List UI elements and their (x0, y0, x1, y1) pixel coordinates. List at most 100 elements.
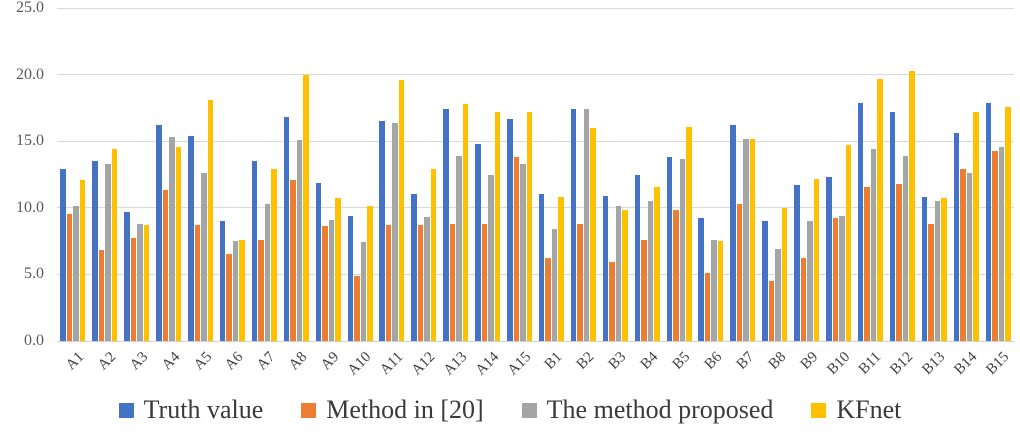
gridline-y-15.0 (57, 140, 1014, 142)
bar-group-B12 (886, 8, 918, 341)
bar-the-method-proposed-b7 (743, 138, 749, 341)
bar-group-B2 (567, 8, 599, 341)
bar-group-B15 (982, 8, 1014, 341)
bar-the-method-proposed-b9 (807, 221, 813, 341)
bar-the-method-proposed-a5 (201, 173, 207, 341)
bar-the-method-proposed-a3 (137, 223, 143, 341)
bar-truth-value-a6 (219, 221, 226, 341)
bar-the-method-proposed-a10 (360, 242, 367, 341)
bar-truth-value-b3 (602, 195, 609, 341)
bar-method-in-20--b5 (673, 210, 679, 341)
bar-method-in-20--b3 (609, 262, 615, 341)
bar-kfnet-b12 (909, 70, 915, 341)
bar-the-method-proposed-b3 (615, 206, 622, 341)
legend-item-the-method-proposed: The method proposed (521, 395, 773, 425)
bar-group-B9 (791, 8, 823, 341)
bar-kfnet-b11 (877, 78, 883, 341)
gridline-y-10.0 (57, 207, 1014, 209)
bar-the-method-proposed-b12 (902, 155, 909, 341)
bar-method-in-20--b10 (832, 218, 839, 341)
bar-group-A14 (472, 8, 504, 341)
bar-the-method-proposed-a14 (488, 174, 494, 341)
bar-the-method-proposed-b8 (775, 249, 781, 341)
bar-group-B6 (695, 8, 727, 341)
bar-the-method-proposed-b6 (711, 239, 717, 341)
bar-the-method-proposed-b2 (583, 109, 590, 341)
plot-area (57, 7, 1014, 342)
bar-truth-value-b1 (538, 194, 545, 341)
bar-the-method-proposed-a6 (232, 241, 239, 341)
bar-group-A9 (312, 8, 344, 341)
bar-truth-value-a5 (188, 135, 194, 341)
bar-kfnet-a10 (367, 206, 373, 341)
bar-kfnet-a1 (79, 179, 86, 341)
bar-kfnet-a9 (335, 198, 341, 341)
bar-kfnet-b10 (845, 145, 852, 341)
legend-swatch-icon (118, 402, 134, 418)
bar-truth-value-a8 (283, 117, 290, 341)
bar-method-in-20--b4 (641, 239, 647, 341)
bar-kfnet-a15 (526, 111, 533, 341)
gridline-y-25.0 (57, 7, 1014, 9)
y-tick-label: 20.0 (16, 65, 44, 83)
bar-method-in-20--a3 (130, 238, 137, 341)
bar-kfnet-a12 (430, 169, 437, 341)
bar-truth-value-a9 (315, 182, 322, 341)
bar-truth-value-b7 (730, 125, 736, 341)
bar-truth-value-b4 (634, 174, 641, 341)
bar-kfnet-b3 (622, 210, 628, 341)
bar-the-method-proposed-b4 (647, 201, 654, 341)
bar-method-in-20--a12 (417, 225, 424, 341)
bar-method-in-20--a5 (194, 225, 201, 341)
bar-method-in-20--b11 (864, 186, 870, 341)
bar-method-in-20--a1 (66, 214, 73, 341)
bar-method-in-20--a8 (290, 179, 296, 341)
bar-method-in-20--b15 (992, 150, 998, 341)
bar-the-method-proposed-a2 (105, 163, 111, 341)
bar-group-A15 (504, 8, 536, 341)
bar-the-method-proposed-a15 (520, 163, 526, 341)
bar-kfnet-b15 (1005, 106, 1011, 341)
bar-group-A12 (408, 8, 440, 341)
bar-the-method-proposed-a13 (456, 155, 462, 341)
bar-group-A11 (376, 8, 408, 341)
bar-kfnet-a14 (494, 111, 501, 341)
bar-truth-value-b2 (570, 109, 577, 341)
bar-truth-value-b10 (826, 177, 832, 341)
bar-method-in-20--b6 (704, 273, 711, 341)
y-tick-label: 25.0 (16, 0, 44, 16)
bar-group-B1 (536, 8, 568, 341)
bar-method-in-20--b8 (768, 281, 775, 341)
bar-truth-value-a3 (124, 211, 130, 341)
bar-group-B8 (759, 8, 791, 341)
bar-the-method-proposed-b13 (934, 201, 941, 341)
bar-method-in-20--b7 (736, 203, 743, 341)
gridline-y-0.0 (57, 340, 1014, 342)
bar-the-method-proposed-b10 (839, 215, 845, 341)
bar-truth-value-b13 (921, 197, 928, 341)
bar-group-B11 (855, 8, 887, 341)
bar-kfnet-a2 (111, 149, 118, 341)
bar-kfnet-a4 (175, 146, 182, 341)
bar-method-in-20--b2 (577, 223, 583, 341)
bar-truth-value-a11 (379, 121, 385, 341)
legend-swatch-icon (811, 402, 827, 418)
bar-kfnet-b2 (590, 127, 596, 341)
bar-the-method-proposed-a11 (392, 122, 398, 341)
bar-group-A13 (440, 8, 472, 341)
bar-kfnet-a11 (398, 79, 405, 341)
bar-group-A2 (89, 8, 121, 341)
legend-item-method-in-20-: Method in [20] (301, 395, 484, 425)
bar-kfnet-b1 (558, 197, 564, 341)
y-tick-label: 0.0 (24, 332, 44, 349)
bar-the-method-proposed-a4 (169, 137, 175, 341)
legend-swatch-icon (521, 402, 537, 418)
bar-truth-value-a7 (251, 161, 258, 341)
bar-kfnet-b8 (781, 207, 788, 341)
bar-truth-value-b14 (953, 133, 960, 341)
bar-the-method-proposed-b11 (870, 149, 877, 341)
bar-group-A1 (57, 8, 89, 341)
bar-the-method-proposed-a8 (296, 139, 303, 341)
bar-kfnet-a5 (207, 99, 214, 341)
